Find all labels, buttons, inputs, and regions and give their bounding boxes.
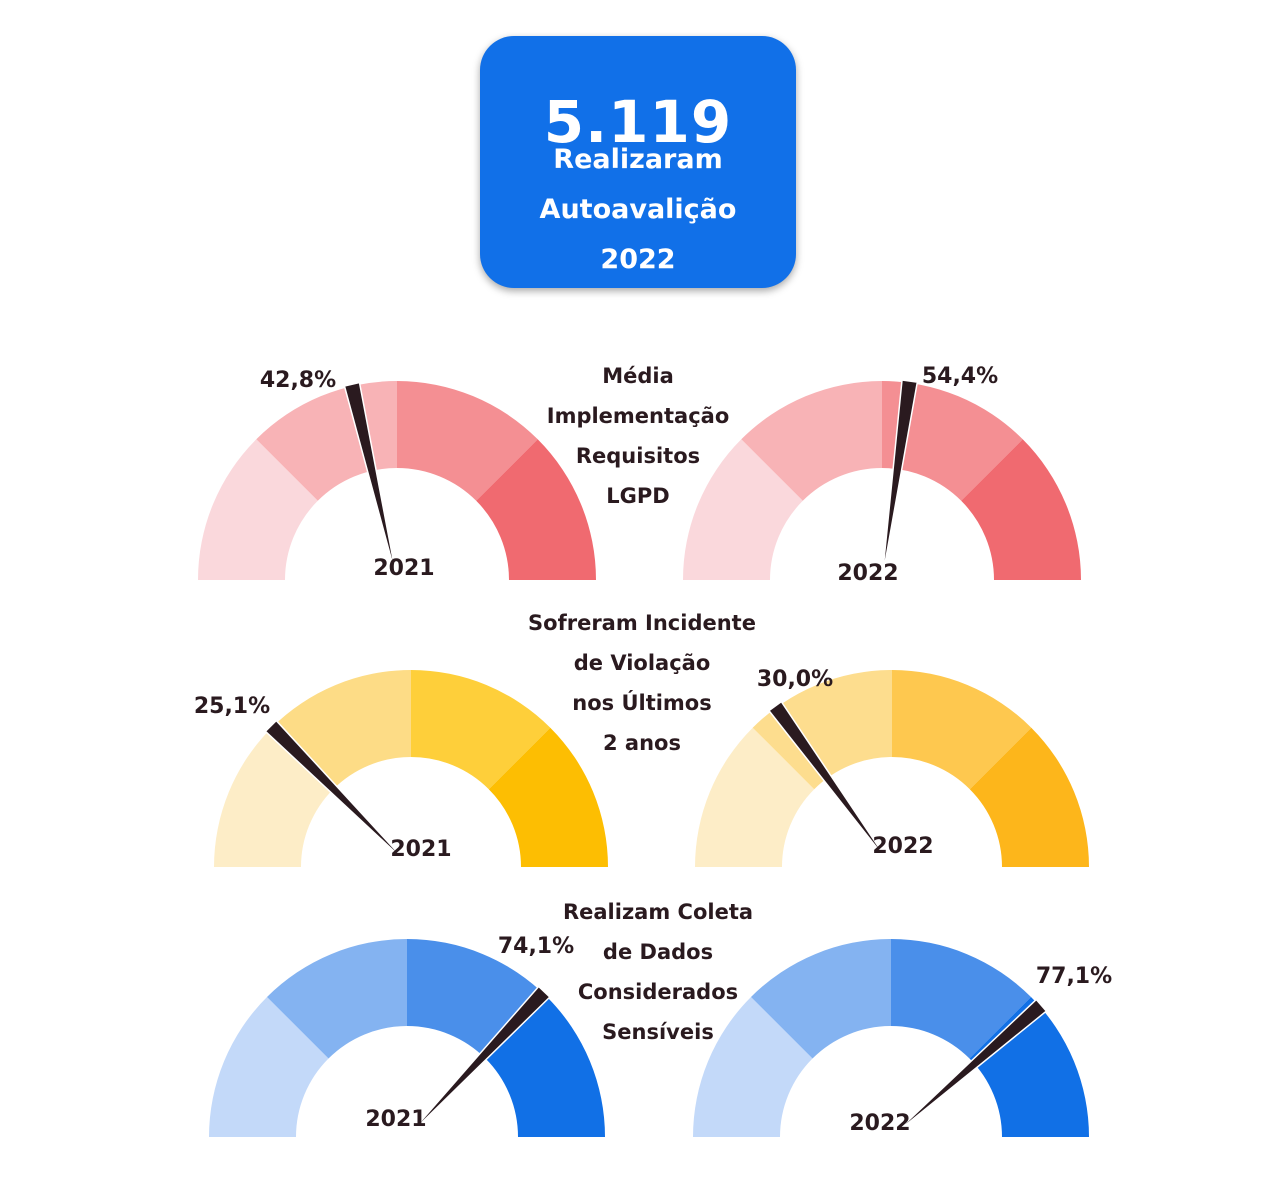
gauge-band bbox=[892, 669, 1032, 790]
gauge-value-label: 54,4% bbox=[922, 364, 998, 389]
gauge-band bbox=[969, 727, 1089, 867]
gauge-needle bbox=[768, 700, 893, 868]
summary-card: 5.119 Realizaram Autoavalição 2022 bbox=[480, 36, 796, 288]
gauge-needle bbox=[890, 998, 1048, 1138]
gauge-0-2022: 2022 54,4% bbox=[683, 364, 1081, 586]
sensitive-title-line: Realizam Coleta bbox=[562, 900, 754, 924]
incident-title-line: 2 anos bbox=[603, 731, 681, 755]
lgpd-title-line: Média bbox=[602, 364, 674, 388]
gauge-year-label: 2021 bbox=[365, 1107, 426, 1132]
lgpd-title-line: LGPD bbox=[606, 484, 670, 508]
gauge-band bbox=[752, 669, 892, 790]
gauge-band bbox=[411, 669, 551, 790]
gauge-2-2022: 2022 77,1% bbox=[693, 939, 1112, 1138]
gauge-band bbox=[198, 439, 318, 580]
gauge-band bbox=[397, 381, 538, 501]
lgpd-title-line: Requisitos bbox=[575, 444, 701, 468]
gauge-year-label: 2022 bbox=[872, 834, 933, 859]
gauge-band bbox=[882, 381, 1023, 501]
gauge-year-label: 2021 bbox=[373, 556, 434, 581]
gauge-needle bbox=[343, 381, 398, 581]
incident-title-line: de Violação bbox=[573, 651, 711, 675]
summary-line-1: Realizaram bbox=[553, 144, 723, 175]
gauge-2-2021: 2021 74,1% bbox=[209, 934, 605, 1138]
gauge-value-label: 30,0% bbox=[757, 667, 833, 692]
sensitive-title-line: Considerados bbox=[577, 980, 739, 1004]
gauge-value-label: 42,8% bbox=[260, 368, 336, 393]
gauge-band bbox=[209, 996, 329, 1137]
gauge-band bbox=[683, 439, 803, 580]
incident-gauge-title: Sofreram Incidente de Violação nos Últim… bbox=[492, 603, 792, 763]
incident-title-line: nos Últimos bbox=[572, 691, 712, 715]
gauge-value-label: 74,1% bbox=[498, 934, 574, 959]
gauge-year-label: 2022 bbox=[849, 1111, 910, 1136]
gauge-value-label: 25,1% bbox=[194, 694, 270, 719]
gauge-band bbox=[750, 939, 891, 1059]
gauge-band bbox=[488, 727, 608, 867]
gauge-band bbox=[891, 939, 1032, 1059]
gauge-needle bbox=[264, 719, 412, 868]
sensitive-data-gauge-title: Realizam Coleta de Dados Considerados Se… bbox=[508, 892, 808, 1052]
gauge-needle bbox=[881, 379, 919, 581]
gauge-band bbox=[266, 939, 407, 1059]
gauge-band bbox=[694, 727, 815, 867]
gauge-band bbox=[961, 439, 1081, 580]
gauge-band bbox=[741, 381, 882, 501]
summary-line-3: 2022 bbox=[600, 244, 676, 275]
sensitive-title-line: Sensíveis bbox=[602, 1020, 714, 1044]
gauge-band bbox=[476, 439, 596, 580]
gauge-value-label: 77,1% bbox=[1036, 964, 1112, 989]
gauge-0-2021: 2021 42,8% bbox=[198, 368, 596, 581]
lgpd-gauge-title: Média Implementação Requisitos LGPD bbox=[488, 356, 788, 516]
lgpd-title-line: Implementação bbox=[546, 404, 730, 428]
gauge-1-2022: 2022 30,0% bbox=[694, 667, 1089, 868]
respondent-count: 5.119 bbox=[543, 88, 733, 156]
incident-title-line: Sofreram Incidente bbox=[528, 611, 756, 635]
gauge-band bbox=[693, 996, 813, 1137]
sensitive-title-line: de Dados bbox=[602, 940, 714, 964]
gauge-needle bbox=[406, 985, 551, 1138]
gauge-year-label: 2021 bbox=[390, 837, 451, 862]
gauge-band bbox=[969, 996, 1089, 1137]
gauge-band bbox=[485, 996, 605, 1137]
gauge-year-label: 2022 bbox=[837, 561, 898, 586]
summary-line-2: Autoavalição bbox=[539, 194, 737, 225]
gauge-1-2021: 2021 25,1% bbox=[194, 669, 608, 868]
